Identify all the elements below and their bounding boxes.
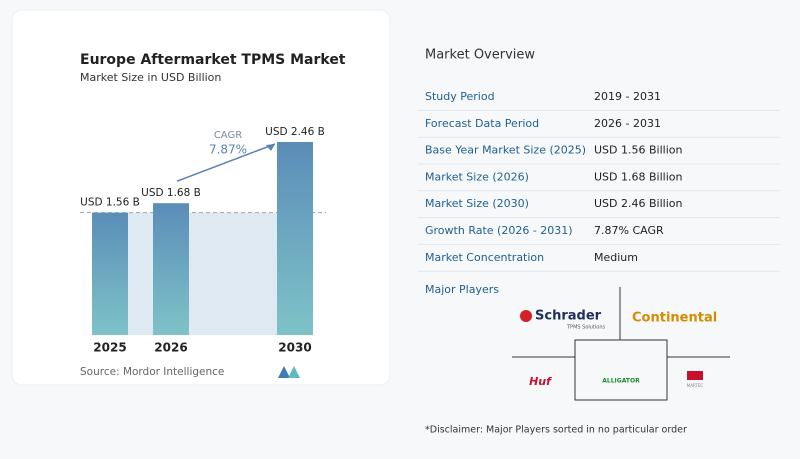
cagr-value: 7.87% [209,143,247,157]
row-value: 2026 - 2031 [594,117,661,130]
logo: MARTEC [687,383,704,388]
arrow-head [266,144,275,151]
row-label: Study Period [425,90,495,103]
row-value: USD 1.68 Billion [594,170,682,183]
logo: ALLIGATOR [602,378,640,385]
row-label: Market Size (2030) [425,197,529,210]
bar [153,203,189,335]
row-value: 2019 - 2031 [594,90,661,103]
chart-title: Europe Aftermarket TPMS Market [80,52,346,68]
logo: Schrader [535,309,602,324]
shade [128,212,277,335]
chart-subtitle: Market Size in USD Billion [80,71,221,84]
value-label: USD 2.46 B [265,126,325,138]
disclaimer: *Disclaimer: Major Players sorted in no … [425,425,687,436]
martec-icon [687,371,703,380]
value-label: USD 1.56 B [80,197,140,209]
brand-logo [278,366,300,378]
x-tick-label: 2025 [93,341,126,355]
row-label: Base Year Market Size (2025) [425,144,586,157]
logo: TPMS Solutions [566,325,606,331]
logo: Continental [632,311,717,326]
cagr-label: CAGR [214,130,242,141]
value-label: USD 1.68 B [141,187,201,199]
players-grid [512,287,730,401]
row-label: Growth Rate (2026 - 2031) [425,224,573,237]
players-title: Major Players [425,283,499,296]
x-tick-label: 2030 [278,341,311,355]
overview-title: Market Overview [425,48,535,63]
x-tick-label: 2026 [154,341,187,355]
row-value: USD 1.56 Billion [594,144,682,157]
row-label: Market Size (2026) [425,170,529,183]
row-value: 7.87% CAGR [594,224,664,237]
cagr-arrow [176,143,276,182]
row-value: USD 2.46 Billion [594,197,682,210]
row-label: Market Concentration [425,251,544,264]
source: Source: Mordor Intelligence [80,366,224,378]
schrader-icon [520,310,532,322]
bar [92,212,128,335]
row-label: Forecast Data Period [425,117,539,130]
bar [277,142,313,335]
row-value: Medium [594,251,638,264]
logo: Huf [529,375,552,388]
